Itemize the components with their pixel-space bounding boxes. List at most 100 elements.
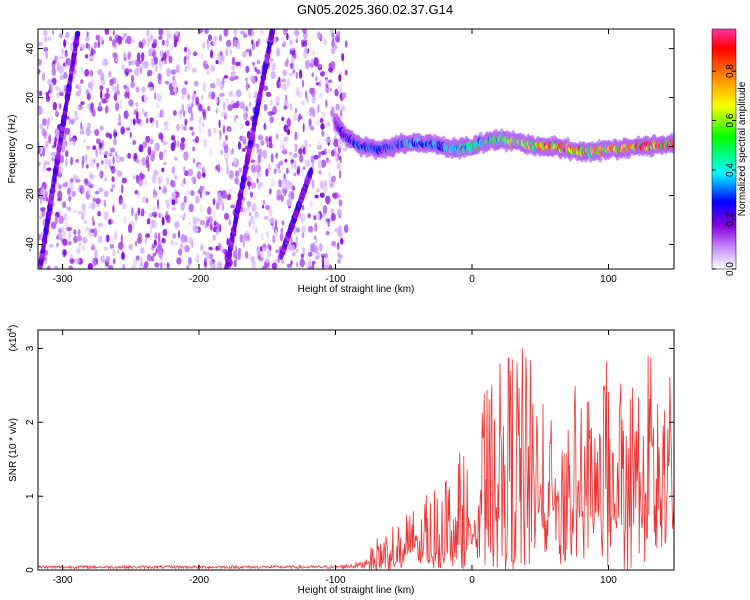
noise-blob xyxy=(171,78,177,88)
noise-blob xyxy=(212,198,216,206)
noise-blob xyxy=(295,248,299,253)
noise-blob xyxy=(249,211,252,217)
noise-blob xyxy=(56,197,63,202)
noise-blob xyxy=(315,119,320,127)
noise-blob xyxy=(137,237,142,244)
noise-blob xyxy=(258,181,261,186)
noise-blob xyxy=(103,190,109,198)
noise-blob xyxy=(171,180,176,189)
noise-blob xyxy=(254,91,258,99)
noise-blob xyxy=(106,87,110,94)
noise-blob xyxy=(174,156,178,161)
noise-blob xyxy=(243,33,248,38)
noise-blob xyxy=(52,60,56,65)
noise-blob xyxy=(172,75,175,81)
noise-blob xyxy=(286,198,292,207)
noise-blob xyxy=(151,42,157,49)
noise-blob xyxy=(152,252,157,257)
noise-blob xyxy=(295,35,298,43)
noise-blob xyxy=(39,90,43,96)
noise-blob xyxy=(77,246,81,255)
noise-blob xyxy=(117,35,123,45)
noise-blob xyxy=(138,178,143,187)
noise-blob xyxy=(63,72,68,79)
noise-blob xyxy=(39,123,44,130)
noise-blob xyxy=(313,57,319,67)
noise-blob xyxy=(108,218,111,225)
noise-blob xyxy=(158,132,164,140)
noise-blob xyxy=(164,199,170,204)
noise-blob xyxy=(100,78,106,86)
noise-blob xyxy=(85,42,89,49)
noise-blob xyxy=(186,61,192,71)
noise-blob xyxy=(66,226,72,232)
snr-ytick-label: 0 xyxy=(25,567,36,573)
noise-blob xyxy=(337,208,342,217)
noise-blob xyxy=(328,79,333,84)
noise-blob xyxy=(267,250,272,258)
noise-blob xyxy=(85,225,88,232)
noise-blob xyxy=(245,77,248,82)
noise-blob xyxy=(221,189,227,199)
noise-blob xyxy=(142,38,146,46)
noise-blob xyxy=(170,135,176,141)
noise-blob xyxy=(116,83,119,92)
noise-blob xyxy=(141,173,145,180)
noise-blob xyxy=(145,233,151,238)
noise-blob xyxy=(175,30,179,37)
noise-blob xyxy=(186,264,190,269)
noise-blob xyxy=(195,136,199,144)
noise-blob xyxy=(242,148,246,152)
noise-blob xyxy=(279,79,282,83)
noise-blob xyxy=(38,233,41,241)
noise-blob xyxy=(263,215,270,221)
noise-blob xyxy=(262,247,267,253)
noise-blob xyxy=(199,203,204,213)
noise-blob xyxy=(146,155,149,164)
noise-blob xyxy=(117,249,120,254)
noise-blob xyxy=(200,243,204,251)
noise-blob xyxy=(52,29,55,36)
noise-blob xyxy=(301,100,305,105)
noise-blob xyxy=(229,127,232,132)
noise-blob xyxy=(257,38,261,44)
noise-blob xyxy=(148,48,153,57)
noise-blob xyxy=(157,244,163,251)
noise-blob xyxy=(234,75,239,80)
noise-blob xyxy=(150,138,154,145)
noise-blob xyxy=(265,135,269,144)
noise-blob xyxy=(300,253,304,259)
noise-blob xyxy=(58,33,64,39)
noise-blob xyxy=(309,125,315,131)
noise-blob xyxy=(187,168,194,177)
noise-blob xyxy=(333,138,339,148)
noise-blob xyxy=(125,72,129,77)
noise-blob xyxy=(277,163,281,169)
noise-blob xyxy=(83,138,86,144)
noise-blob xyxy=(68,195,72,202)
noise-blob xyxy=(58,209,62,215)
noise-blob xyxy=(157,73,162,81)
noise-blob xyxy=(172,69,178,73)
noise-blob xyxy=(294,131,297,141)
noise-blob xyxy=(134,212,138,222)
noise-blob xyxy=(169,91,175,96)
noise-blob xyxy=(128,99,134,107)
noise-blob xyxy=(108,152,113,157)
noise-blob xyxy=(82,236,88,244)
noise-blob xyxy=(142,141,148,148)
noise-blob xyxy=(326,138,332,143)
noise-blob xyxy=(116,90,121,95)
noise-blob xyxy=(213,220,217,226)
noise-blob xyxy=(193,94,196,99)
noise-blob xyxy=(112,204,115,213)
noise-blob xyxy=(268,142,273,149)
noise-blob xyxy=(162,140,168,146)
noise-blob xyxy=(171,191,177,199)
noise-blob xyxy=(302,123,305,133)
noise-blob xyxy=(83,219,88,224)
noise-blob xyxy=(242,50,247,58)
noise-blob xyxy=(222,107,227,117)
noise-blob xyxy=(230,70,236,78)
noise-blob xyxy=(246,181,252,187)
